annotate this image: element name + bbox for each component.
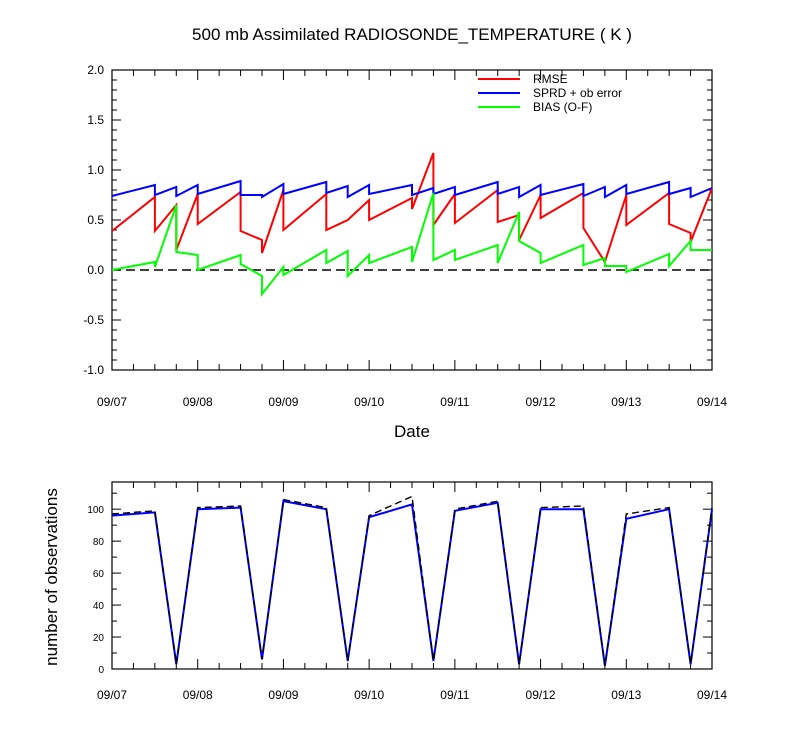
x-tick-label: 09/14 <box>697 688 727 702</box>
x-tick-label: 09/07 <box>97 688 127 702</box>
x-tick-label: 09/08 <box>183 688 213 702</box>
legend-label: SPRD + ob error <box>533 86 622 100</box>
chart-title: 500 mb Assimilated RADIOSONDE_TEMPERATUR… <box>192 25 632 44</box>
x-tick-label: 09/10 <box>354 688 384 702</box>
series-line-rmse <box>111 152 713 265</box>
observation-count-panel: number of observations 09/07 09/08 09/09 09… <box>42 481 727 702</box>
x-tick-label: 09/12 <box>526 688 556 702</box>
x-tick-label: 09/09 <box>268 395 298 409</box>
y-tick-label: 100 <box>87 505 104 516</box>
y-tick-label: 1.5 <box>87 113 104 127</box>
y-tick-label: -0.5 <box>83 313 104 327</box>
x-tick-label: 09/13 <box>611 395 641 409</box>
x-tick-label: 09/07 <box>97 395 127 409</box>
y-tick-label: 2.0 <box>87 63 104 77</box>
y-tick-label: 60 <box>93 569 105 580</box>
x-tick-label: 09/12 <box>526 395 556 409</box>
plot-frame: 09/07 09/08 09/09 09/10 09/11 09/12 09/13 09/14… <box>83 63 727 409</box>
x-tick-label: 09/13 <box>611 688 641 702</box>
series-line-bias-o-f <box>111 192 712 297</box>
y-tick-label: 80 <box>93 537 105 548</box>
x-tick-label: 09/14 <box>697 395 727 409</box>
legend-label: BIAS (O-F) <box>533 100 592 114</box>
legend-label: RMSE <box>533 72 568 86</box>
x-axis-label: Date <box>394 422 430 441</box>
x-tick-label: 09/11 <box>440 395 469 409</box>
y-tick-label: 40 <box>93 601 105 612</box>
error-statistics-panel: 500 mb Assimilated RADIOSONDE_TEMPERATUR… <box>83 25 727 441</box>
series-layer <box>111 152 713 297</box>
series-line-sprd-ob-error <box>111 179 713 199</box>
x-tick-label: 09/08 <box>183 395 213 409</box>
series-layer <box>111 495 713 666</box>
y-tick-label: 0.0 <box>87 263 104 277</box>
y-axis-label: number of observations <box>42 488 61 666</box>
series-line-solid-count <box>111 500 713 666</box>
y-tick-label: 0 <box>98 665 104 676</box>
series-line-dashed-count <box>111 495 713 666</box>
y-tick-label: 0.5 <box>87 213 104 227</box>
y-tick-label: 20 <box>93 633 105 644</box>
plot-frame: 09/07 09/08 09/09 09/10 09/11 09/12 09/13 09/14… <box>87 481 727 702</box>
y-tick-label: -1.0 <box>83 363 104 377</box>
y-tick-label: 1.0 <box>87 163 104 177</box>
x-tick-label: 09/10 <box>354 395 384 409</box>
x-tick-label: 09/09 <box>268 688 298 702</box>
x-tick-label: 09/11 <box>440 688 469 702</box>
